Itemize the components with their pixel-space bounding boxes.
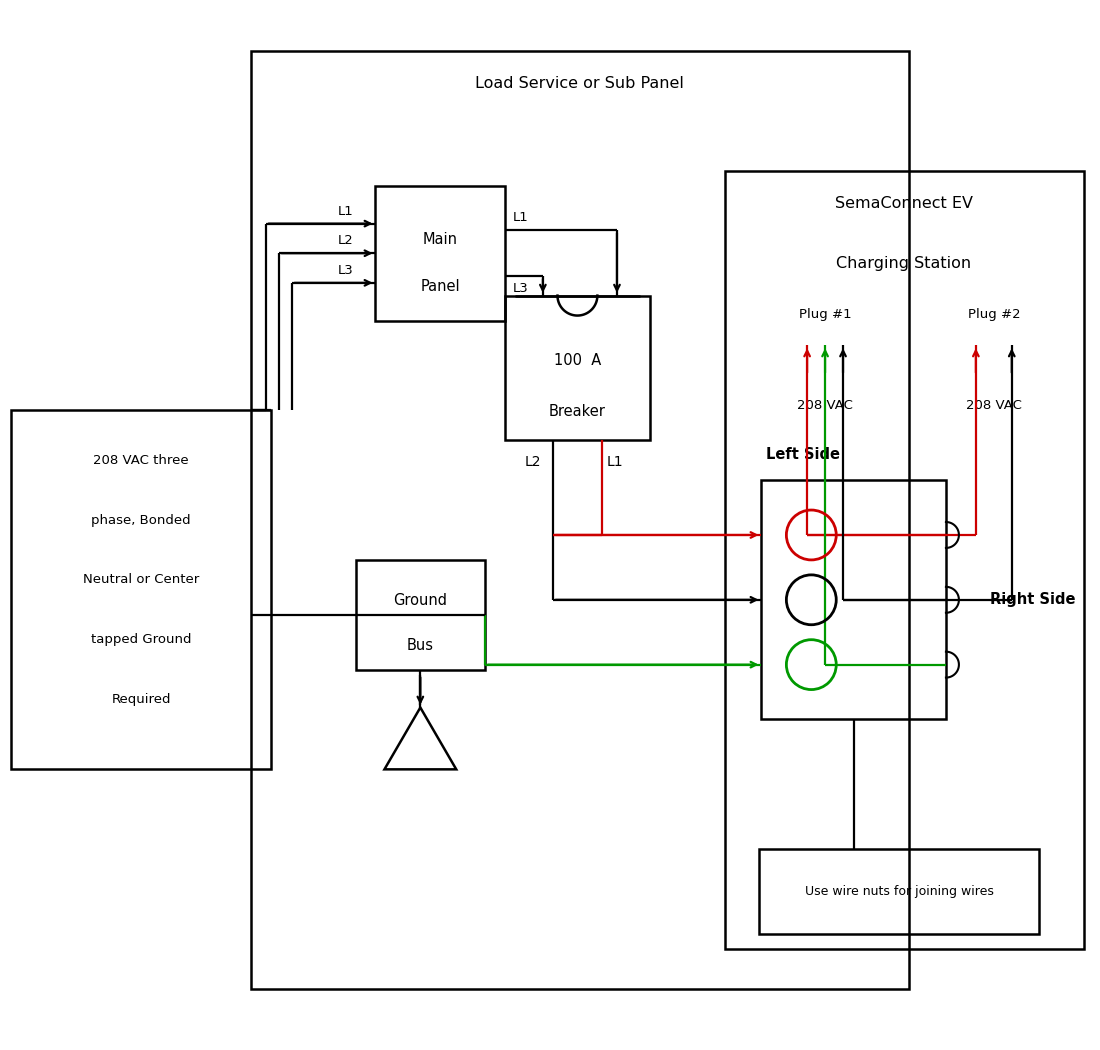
Text: Use wire nuts for joining wires: Use wire nuts for joining wires [804,885,993,898]
Bar [761,480,946,719]
Bar [725,171,1084,949]
Bar [11,411,271,770]
Text: Load Service or Sub Panel: Load Service or Sub Panel [475,77,684,91]
Text: Right Side: Right Side [990,592,1076,607]
Text: 208 VAC: 208 VAC [966,399,1022,412]
Text: Ground: Ground [394,593,448,608]
Text: tapped Ground: tapped Ground [91,633,191,646]
Text: Breaker: Breaker [549,404,606,419]
Bar [355,560,485,670]
Text: Plug #2: Plug #2 [968,308,1020,320]
Bar [505,296,650,440]
Bar [251,51,909,989]
Text: L2: L2 [338,234,353,247]
Text: Charging Station: Charging Station [836,256,971,271]
Text: Left Side: Left Side [767,447,840,462]
Text: Required: Required [111,693,170,706]
Text: L2: L2 [525,456,541,469]
Text: Bus: Bus [407,638,433,653]
Bar [375,186,505,320]
Text: Main: Main [422,232,458,247]
Text: L1: L1 [513,211,529,225]
Bar [759,849,1038,933]
Text: phase, Bonded: phase, Bonded [91,513,191,526]
Text: L1: L1 [338,205,353,217]
Text: 208 VAC: 208 VAC [798,399,852,412]
Text: SemaConnect EV: SemaConnect EV [835,196,974,211]
Text: Plug #1: Plug #1 [799,308,851,320]
Text: 208 VAC three: 208 VAC three [94,454,189,466]
Text: L1: L1 [607,456,624,469]
Text: L3: L3 [338,264,353,277]
Text: L3: L3 [513,282,529,295]
Text: Panel: Panel [420,279,460,294]
Text: 100  A: 100 A [553,353,601,369]
Text: Neutral or Center: Neutral or Center [82,573,199,586]
